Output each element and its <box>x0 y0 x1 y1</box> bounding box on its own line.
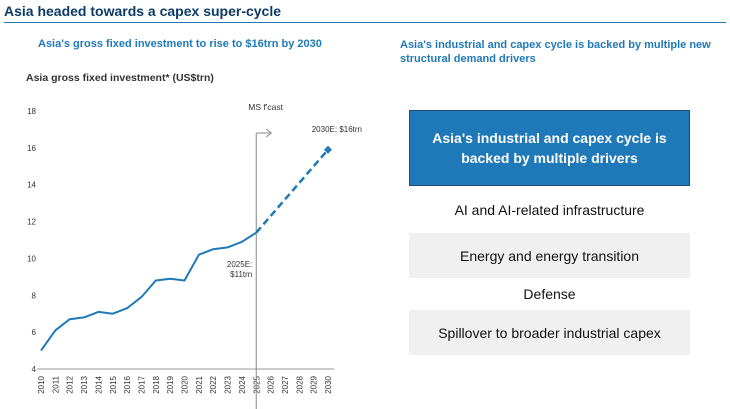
page-title: Asia headed towards a capex super-cycle <box>4 3 282 19</box>
x-tick-label: 2017 <box>137 375 146 393</box>
drivers-subtitle: Asia's industrial and capex cycle is bac… <box>400 39 711 65</box>
x-tick-label: 2022 <box>209 375 218 393</box>
endpoint-marker <box>324 145 332 154</box>
drivers-panel: Asia's industrial and capex cycle is bac… <box>409 110 690 355</box>
x-tick-label: 2026 <box>267 375 276 393</box>
x-tick-label: 2021 <box>195 375 204 393</box>
y-tick-label: 16 <box>27 144 36 153</box>
chart-title: Asia gross fixed investment* (US$trn) <box>26 72 214 84</box>
drivers-header: Asia's industrial and capex cycle is bac… <box>409 110 690 186</box>
y-tick-label: 14 <box>27 181 36 190</box>
driver-item-energy: Energy and energy transition <box>409 233 690 278</box>
chart-subtitle: Asia's gross fixed investment to rise to… <box>38 38 322 50</box>
y-tick-label: 10 <box>27 254 36 263</box>
x-tick-label: 2015 <box>109 375 118 393</box>
title-divider <box>4 22 726 23</box>
x-tick-label: 2016 <box>123 375 132 393</box>
annotation-2025-line2: $11trn <box>230 270 252 279</box>
y-tick-label: 4 <box>32 365 37 374</box>
annotation-2030: 2030E: $16trn <box>312 125 362 134</box>
x-tick-label: 2019 <box>166 375 175 393</box>
y-tick-label: 6 <box>32 328 37 337</box>
forecast-arrow-icon <box>265 128 273 138</box>
x-tick-label: 2012 <box>66 375 75 393</box>
drivers-list: AI and AI-related infrastructure Energy … <box>409 186 690 355</box>
actual-series-line <box>40 231 257 352</box>
x-tick-label: 2029 <box>310 375 319 393</box>
y-tick-label: 18 <box>27 107 36 116</box>
x-tick-label: 2028 <box>295 375 304 393</box>
x-tick-label: 2014 <box>94 375 103 393</box>
y-tick-label: 8 <box>32 291 37 300</box>
forecast-series-line <box>255 148 329 234</box>
x-tick-label: 2011 <box>51 375 60 393</box>
annotation-2025-line1: 2025E: <box>227 260 252 269</box>
x-tick-label: 2018 <box>152 375 161 393</box>
forecast-label: MS f'cast <box>248 102 283 112</box>
driver-item-ai: AI and AI-related infrastructure <box>409 186 690 233</box>
x-tick-label: 2023 <box>224 375 233 393</box>
x-tick-label: 2027 <box>281 375 290 393</box>
y-tick-label: 12 <box>27 218 36 227</box>
x-tick-label: 2020 <box>181 375 190 393</box>
x-tick-label: 2010 <box>37 375 46 393</box>
x-tick-label: 2024 <box>238 375 247 393</box>
driver-item-spillover: Spillover to broader industrial capex <box>409 310 690 355</box>
x-tick-label: 2013 <box>80 375 89 393</box>
x-tick-label: 2030 <box>324 375 333 393</box>
driver-item-defense: Defense <box>409 278 690 310</box>
